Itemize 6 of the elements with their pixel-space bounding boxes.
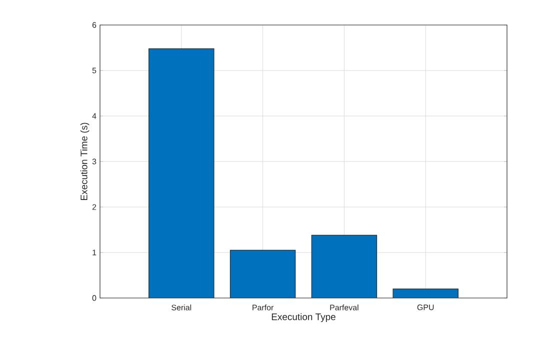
- bar: [148, 48, 214, 298]
- bar: [312, 235, 377, 298]
- x-axis-title: Execution Type: [272, 313, 336, 322]
- bar: [392, 288, 458, 298]
- bar: [230, 250, 296, 298]
- y-axis-title: Execution Time (s): [80, 122, 90, 200]
